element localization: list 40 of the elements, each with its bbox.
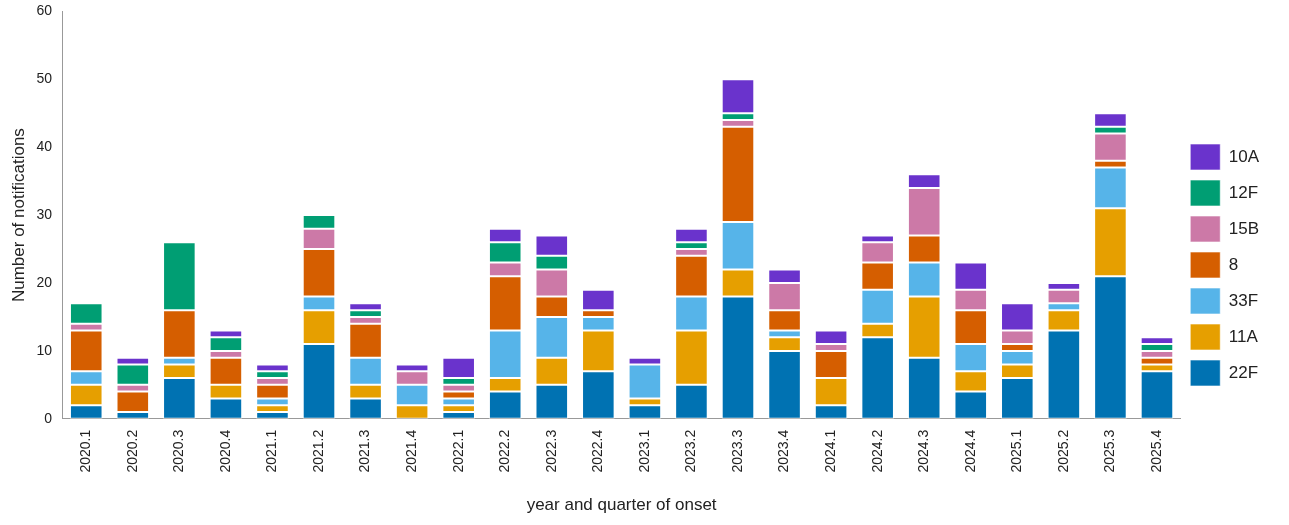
x-tick-label: 2025.4 — [1147, 429, 1164, 473]
y-tick-label: 30 — [36, 205, 53, 222]
x-tick-label: 2021.4 — [402, 429, 419, 473]
x-tick-label: 2022.1 — [449, 429, 466, 473]
y-tick-label: 0 — [44, 409, 53, 426]
legend-label: 8 — [1228, 254, 1239, 274]
x-tick-label: 2023.3 — [728, 429, 745, 473]
legend-label: 12F — [1228, 182, 1259, 202]
x-tick-label: 2021.2 — [309, 429, 326, 473]
x-tick-label: 2023.4 — [775, 429, 792, 473]
x-tick-label: 2020.4 — [216, 429, 233, 473]
x-tick-label: 2024.4 — [961, 429, 978, 473]
y-tick-label: 60 — [36, 2, 53, 19]
x-tick-label: 2020.3 — [170, 429, 187, 473]
legend-label: 11A — [1228, 326, 1259, 346]
x-axis-title: year and quarter of onset — [526, 495, 717, 515]
x-tick-label: 2022.2 — [496, 429, 513, 473]
x-tick-label: 2025.1 — [1008, 429, 1025, 473]
legend-label: 33F — [1228, 290, 1259, 310]
x-tick-label: 2020.2 — [123, 429, 140, 473]
legend-label: 10A — [1228, 146, 1260, 166]
y-tick-label: 10 — [36, 341, 53, 358]
y-tick-label: 40 — [36, 138, 53, 155]
y-tick-label: 20 — [36, 273, 53, 290]
x-tick-label: 2021.3 — [356, 429, 373, 473]
x-tick-label: 2024.3 — [915, 429, 932, 473]
y-tick-label: 50 — [36, 70, 53, 87]
x-tick-label: 2021.1 — [263, 429, 280, 473]
x-tick-label: 2025.3 — [1101, 429, 1118, 473]
x-tick-label: 2024.2 — [868, 429, 885, 473]
legend-label: 22F — [1228, 362, 1259, 382]
x-tick-label: 2022.3 — [542, 429, 559, 473]
x-tick-label: 2025.2 — [1054, 429, 1071, 473]
legend-label: 15B — [1228, 218, 1259, 238]
x-tick-label: 2022.4 — [589, 429, 606, 473]
x-tick-label: 2023.1 — [635, 429, 652, 473]
x-tick-label: 2020.1 — [77, 429, 94, 473]
x-tick-label: 2023.2 — [682, 429, 699, 473]
y-axis-title: Number of notifications — [8, 128, 28, 303]
x-tick-label: 2024.1 — [821, 429, 838, 473]
